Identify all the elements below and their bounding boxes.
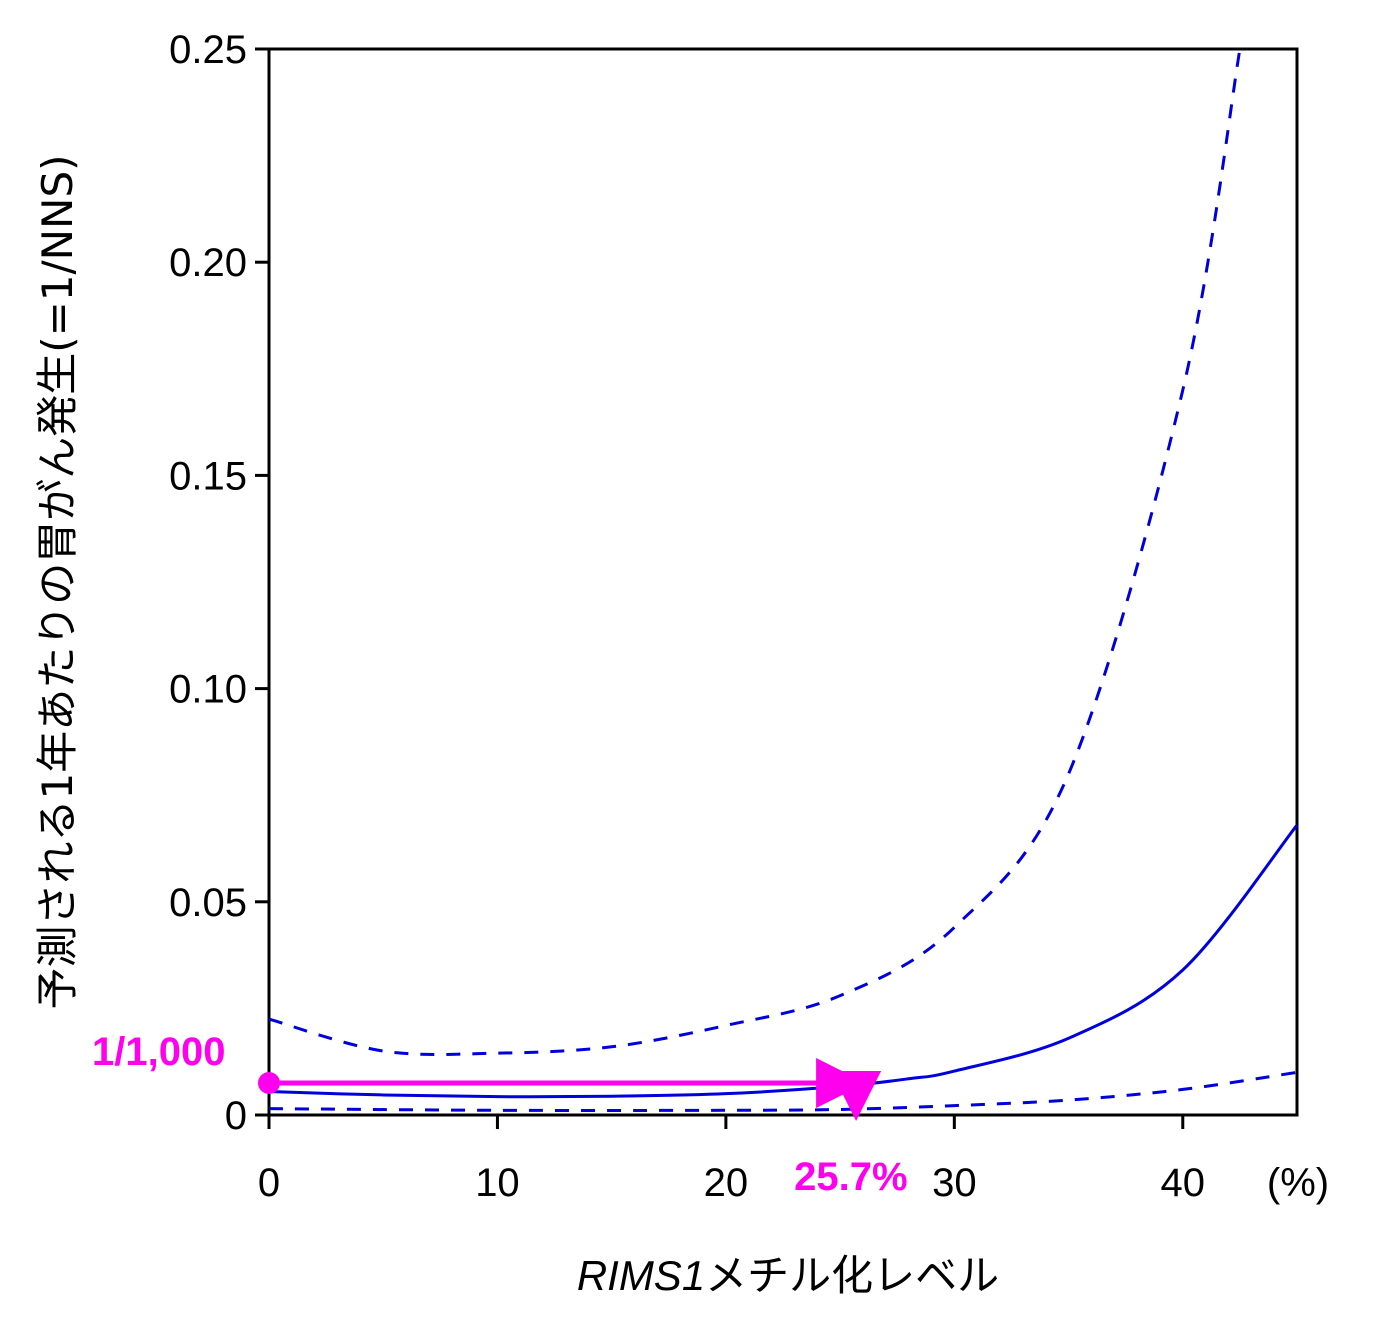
y-tick-label: 0.05 xyxy=(169,881,247,925)
series-layer xyxy=(268,48,1299,1112)
x-tick-label: 10 xyxy=(475,1161,520,1205)
annotation-x-value: 25.7% xyxy=(794,1155,907,1199)
x-axis-ticks: 0 10 20 30 40 xyxy=(258,1115,1205,1205)
plot-frame xyxy=(267,47,1299,1117)
x-tick-label: 30 xyxy=(932,1161,977,1205)
series-ci-line xyxy=(268,48,1242,1057)
y-tick-label: 0.20 xyxy=(169,241,247,285)
x-tick-label: 20 xyxy=(704,1161,749,1205)
annotation-layer: 1/1,000 25.7% xyxy=(92,1030,908,1199)
x-tick-label: 0 xyxy=(258,1161,280,1205)
y-tick-label: 0.15 xyxy=(169,454,247,498)
x-axis-title-rest: メチル化レベル xyxy=(705,1251,999,1300)
y-tick-label: 0.25 xyxy=(169,28,247,72)
x-tick-label: 40 xyxy=(1161,1161,1206,1205)
annotation-y-value: 1/1,000 xyxy=(92,1030,225,1074)
x-axis-title: RIMS1メチル化レベル xyxy=(577,1251,999,1300)
y-axis-title: 予測される1年あたりの胃がん発生(=1/NNS) xyxy=(33,154,82,1009)
series-estimate-line xyxy=(268,824,1299,1099)
y-tick-label: 0 xyxy=(225,1094,247,1138)
y-tick-label: 0.10 xyxy=(169,668,247,712)
x-axis-title-gene: RIMS1 xyxy=(577,1252,705,1299)
y-axis-ticks: 0 0.05 0.10 0.15 0.20 0.25 xyxy=(169,28,269,1138)
x-axis-unit: (%) xyxy=(1267,1161,1329,1205)
